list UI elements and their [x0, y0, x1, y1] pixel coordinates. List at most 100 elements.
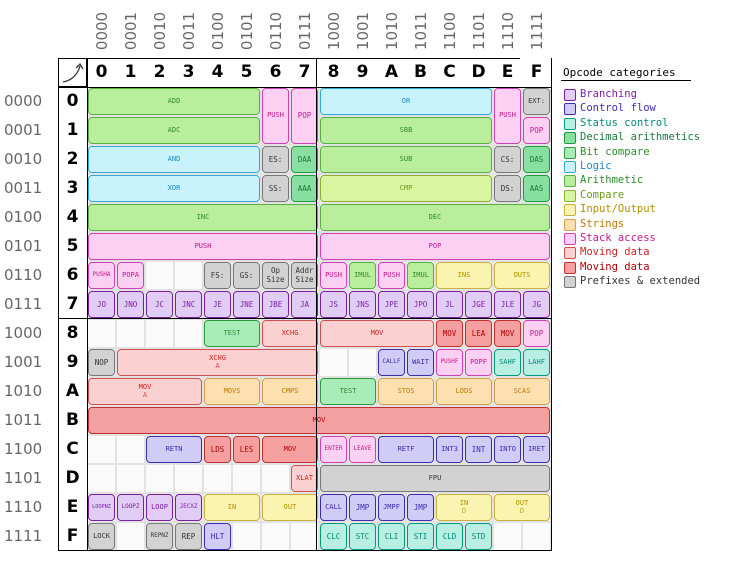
- opcode-label: EXT:: [528, 96, 545, 105]
- grid-line: [551, 58, 552, 551]
- legend-label: Branching: [580, 88, 637, 100]
- row-hex-label: E: [66, 497, 79, 517]
- opcode-mov: MOV A: [88, 378, 202, 405]
- opcode-push: PUSH: [88, 233, 318, 260]
- opcode-stc: STC: [349, 523, 376, 550]
- opcode-label: POP: [428, 241, 442, 250]
- column-binary-label: 0011: [179, 11, 198, 51]
- opcode-std: STD: [465, 523, 492, 550]
- opcode-pop: POP: [320, 233, 550, 260]
- opcode-label: PUSH: [267, 111, 284, 120]
- row-binary-label: 1111: [4, 527, 43, 545]
- opcode-jbe: JBE: [262, 291, 289, 318]
- opcode-label: OUTS: [513, 270, 531, 279]
- opcode-label: MOVS: [223, 386, 241, 395]
- opcode-label: JMP: [355, 502, 370, 512]
- opcode-into: INTO: [494, 436, 521, 463]
- opcode-label: NOP: [94, 357, 109, 367]
- opcode-label: JE: [212, 299, 223, 309]
- legend-swatch: [564, 204, 576, 217]
- opcode-label: STD: [471, 531, 486, 541]
- column-binary-label: 0001: [121, 11, 140, 51]
- row-hex-label: 1: [66, 120, 79, 140]
- row-binary-label: 0010: [4, 150, 43, 168]
- empty-cell: [348, 348, 377, 377]
- corner-cell: [58, 58, 87, 87]
- opcode-test: TEST: [320, 378, 376, 405]
- row-binary-label: 1001: [4, 353, 43, 371]
- opcode-jge: JGE: [465, 291, 492, 318]
- opcode-es: ES:: [262, 146, 289, 173]
- column-binary-label: 1111: [527, 11, 546, 51]
- opcode-label: RETN: [165, 444, 183, 453]
- opcode-label: LES: [239, 444, 254, 454]
- grid-line: [58, 58, 520, 59]
- opcode-label: LEAVE: [353, 445, 372, 453]
- opcode-aaa: AAA: [291, 175, 318, 202]
- opcode-label: JBE: [268, 299, 283, 309]
- empty-cell: [493, 522, 522, 551]
- opcode-label: CLC: [326, 531, 341, 541]
- legend-label: Prefixes & extended: [580, 275, 701, 288]
- opcode-leave: LEAVE: [349, 436, 376, 463]
- opcode-label: DAS: [529, 154, 544, 164]
- opcode-out: OUT: [262, 494, 318, 521]
- opcode-sahf: SAHF: [494, 349, 521, 376]
- opcode-popa: POPA: [117, 262, 144, 289]
- row-hex-label: 8: [66, 323, 79, 343]
- opcode-sti: STI: [407, 523, 434, 550]
- opcode-callf: CALLF: [378, 349, 405, 376]
- empty-cell: [261, 464, 290, 493]
- column-binary-label: 0100: [208, 11, 227, 51]
- grid-line: [58, 550, 552, 551]
- opcode-wait: WAIT: [407, 349, 434, 376]
- opcode-movs: MOVS: [204, 378, 260, 405]
- opcode-hlt: HLT: [204, 523, 231, 550]
- opcode-label: CS:: [500, 154, 515, 164]
- legend-swatch: [564, 218, 576, 231]
- empty-cell: [232, 522, 261, 551]
- opcode-label: PUSH: [383, 270, 400, 279]
- empty-cell: [203, 464, 232, 493]
- legend-swatch: [564, 132, 576, 145]
- opcode-label: LOOP: [151, 502, 168, 511]
- opcode-les: LES: [233, 436, 260, 463]
- opcode-and: AND: [88, 146, 260, 173]
- legend-label: Bit compare: [580, 145, 650, 158]
- opcode-label: JNO: [123, 299, 138, 309]
- opcode-label: ENTER: [324, 445, 343, 453]
- opcode-label: INT: [471, 444, 486, 454]
- opcode-label: LOCK: [93, 531, 110, 540]
- opcode-label: INTO: [499, 444, 516, 453]
- opcode-scas: SCAS: [494, 378, 550, 405]
- legend-swatch: [564, 89, 576, 101]
- opcode-label: POP: [297, 111, 312, 121]
- opcode-label: IN: [459, 499, 469, 508]
- column-hex-label: C: [443, 62, 456, 82]
- opcode-label: PUSH: [499, 111, 516, 120]
- column-hex-label: 1: [124, 62, 137, 82]
- opcode-sub-label: D: [519, 506, 525, 515]
- opcode-label: CALLF: [382, 358, 401, 366]
- row-hex-label: D: [65, 468, 80, 488]
- legend-label: Decimal arithmetics: [580, 131, 701, 144]
- legend-title: Opcode categories: [563, 66, 676, 79]
- opcode-label: RETF: [397, 444, 415, 453]
- column-hex-label: 7: [298, 62, 311, 82]
- opcode-label: JPO: [413, 299, 428, 309]
- opcode-ds: DS:: [494, 175, 521, 202]
- opcode-label: AAA: [297, 183, 312, 193]
- column-binary-label: 0101: [237, 11, 256, 51]
- opcode-rep: REP: [175, 523, 202, 550]
- grid-line: [58, 87, 552, 88]
- grid-line: [87, 58, 88, 551]
- opcode-clc: CLC: [320, 523, 347, 550]
- opcode-label: JA: [299, 299, 310, 309]
- column-hex-label: 3: [182, 62, 195, 82]
- opcode-label: MOV: [442, 328, 457, 338]
- opcode-ja: JA: [291, 291, 318, 318]
- opcode-label: PUSHA: [92, 271, 111, 279]
- opcode-enter: ENTER: [320, 436, 347, 463]
- opcode-xlat: XLAT: [291, 465, 318, 492]
